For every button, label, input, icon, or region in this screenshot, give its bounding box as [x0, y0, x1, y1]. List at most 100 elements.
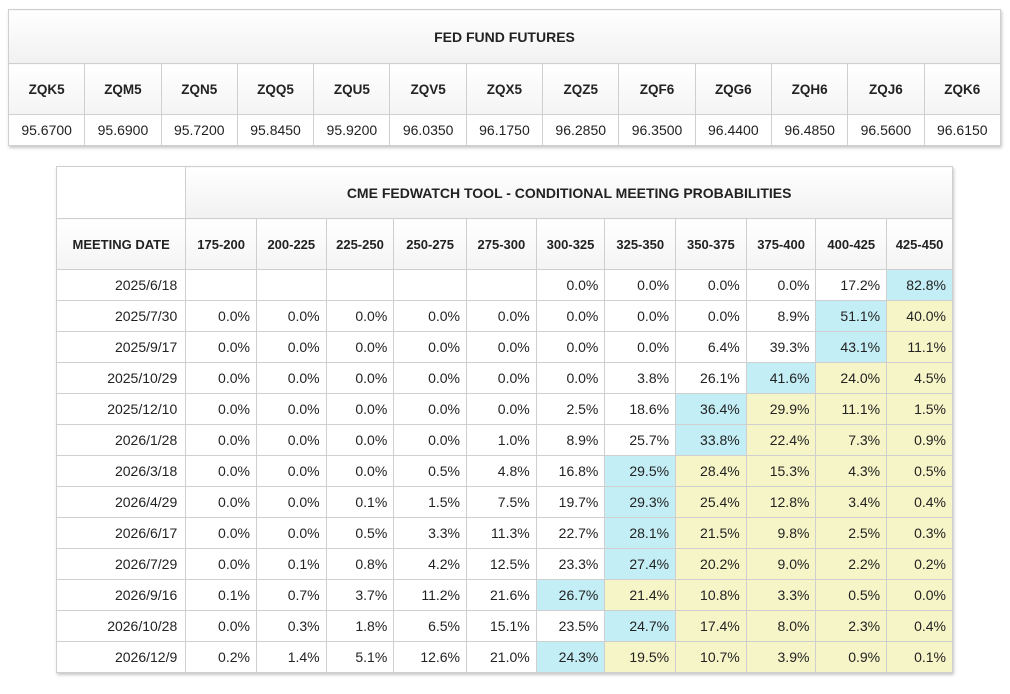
probability-cell: 0.0%	[604, 300, 677, 332]
probability-cell: 0.1%	[325, 486, 395, 518]
probability-cell: 3.7%	[325, 579, 395, 611]
meeting-date: 2026/4/29	[55, 486, 187, 518]
probability-cell	[466, 269, 537, 301]
probability-cell-highlighted: 0.2%	[886, 548, 953, 580]
meeting-row: 2026/3/18 0.0% 0.0% 0.0% 0.5% 4.8% 16.8% 29.5% 2…	[55, 455, 953, 487]
probability-cell: 0.0%	[535, 269, 606, 301]
probability-cell-highlighted: 12.8%	[745, 486, 817, 518]
probability-cell: 0.0%	[535, 300, 606, 332]
probability-cell-highlighted: 1.5%	[886, 393, 953, 425]
probability-cell-highlighted: 9.8%	[745, 517, 817, 549]
probability-cell: 1.0%	[466, 424, 537, 456]
probability-cell-most-likely: 24.7%	[604, 610, 677, 642]
probability-cell-highlighted: 15.3%	[745, 455, 817, 487]
probability-cell: 0.0%	[535, 362, 606, 394]
probability-cell	[255, 269, 327, 301]
probability-cell: 2.5%	[535, 393, 606, 425]
futures-price: 95.8450	[236, 114, 315, 146]
probability-cell: 0.0%	[466, 393, 537, 425]
probability-cell: 0.0%	[325, 362, 395, 394]
probability-cell-most-likely: 28.1%	[604, 517, 677, 549]
probability-cell-most-likely: 26.7%	[535, 579, 606, 611]
probability-cell: 0.7%	[255, 579, 327, 611]
probability-cell	[393, 269, 468, 301]
probability-cell-highlighted: 2.3%	[815, 610, 888, 642]
probability-cell-highlighted: 0.9%	[886, 424, 953, 456]
probability-cell-most-likely: 33.8%	[675, 424, 747, 456]
probability-cell-highlighted: 20.2%	[675, 548, 747, 580]
probability-cell: 0.0%	[393, 331, 468, 363]
probability-cell-highlighted: 11.1%	[815, 393, 888, 425]
probabilities-title-row: CME FEDWATCH TOOL - CONDITIONAL MEETING …	[55, 166, 953, 219]
futures-price: 96.2850	[542, 114, 620, 146]
probability-cell-most-likely: 82.8%	[886, 269, 953, 301]
probability-cell-highlighted: 10.7%	[675, 641, 747, 673]
probability-cell: 0.0%	[466, 331, 537, 363]
meeting-date: 2026/9/16	[55, 579, 187, 611]
probability-cell: 0.0%	[393, 362, 468, 394]
probability-cell: 3.3%	[393, 517, 468, 549]
corner-cell	[55, 166, 187, 219]
probability-cell: 0.0%	[325, 331, 395, 363]
futures-contract-code: ZQK5	[7, 63, 86, 115]
probability-cell: 0.0%	[255, 455, 327, 487]
probability-cell: 0.0%	[185, 517, 257, 549]
probability-cell: 0.0%	[393, 424, 468, 456]
meeting-row: 2026/4/29 0.0% 0.0% 0.1% 1.5% 7.5% 19.7% 29.3% 2…	[55, 486, 953, 518]
probability-cell: 4.2%	[393, 548, 468, 580]
probability-cell-most-likely: 36.4%	[675, 393, 747, 425]
meeting-date-header: MEETING DATE	[55, 218, 187, 270]
probability-cell-most-likely: 29.3%	[604, 486, 677, 518]
probability-cell: 0.0%	[185, 610, 257, 642]
probability-cell: 0.0%	[325, 393, 395, 425]
futures-price: 95.9200	[313, 114, 391, 146]
probability-cell: 15.1%	[466, 610, 537, 642]
probability-cell: 0.0%	[255, 393, 327, 425]
futures-price-row: 95.6700 95.6900 95.7200 95.8450 95.9200 96.03…	[7, 114, 1002, 146]
meeting-row: 2026/6/17 0.0% 0.0% 0.5% 3.3% 11.3% 22.7% 28.1%…	[55, 517, 953, 549]
probability-cell-highlighted: 3.3%	[745, 579, 817, 611]
rate-range-header: 325-350	[604, 218, 677, 270]
probability-cell: 0.0%	[325, 455, 395, 487]
probability-cell-highlighted: 10.8%	[675, 579, 747, 611]
probability-cell-highlighted: 0.1%	[886, 641, 953, 673]
probability-cell: 7.5%	[466, 486, 537, 518]
probability-cell: 0.0%	[535, 331, 606, 363]
probabilities-title: CME FEDWATCH TOOL - CONDITIONAL MEETING …	[185, 166, 953, 219]
probability-cell: 0.0%	[255, 486, 327, 518]
futures-contract-row: ZQK5 ZQM5 ZQN5 ZQQ5 ZQU5 ZQV5 ZQX5 ZQZ5 ZQF6 ZQG6…	[7, 63, 1002, 115]
probability-cell: 0.0%	[185, 486, 257, 518]
probability-cell	[185, 269, 257, 301]
probability-cell-most-likely: 29.5%	[604, 455, 677, 487]
probability-cell: 11.3%	[466, 517, 537, 549]
probability-cell: 0.0%	[325, 300, 395, 332]
probability-cell-highlighted: 25.4%	[675, 486, 747, 518]
rate-range-header: 350-375	[675, 218, 747, 270]
futures-contract-code: ZQV5	[389, 63, 467, 115]
probability-cell-highlighted: 24.0%	[815, 362, 888, 394]
probability-cell-highlighted: 3.4%	[815, 486, 888, 518]
probability-cell: 0.0%	[745, 269, 817, 301]
meeting-row: 2026/9/16 0.1% 0.7% 3.7% 11.2% 21.6% 26.7% 21.4…	[55, 579, 953, 611]
meeting-row: 2025/7/30 0.0% 0.0% 0.0% 0.0% 0.0% 0.0% 0.0% 0.0…	[55, 300, 953, 332]
probability-cell: 0.0%	[466, 300, 537, 332]
probability-cell: 0.5%	[393, 455, 468, 487]
probability-cell: 6.4%	[675, 331, 747, 363]
probability-cell: 0.0%	[185, 393, 257, 425]
meeting-probabilities-table: CME FEDWATCH TOOL - CONDITIONAL MEETING …	[55, 166, 953, 673]
meeting-date: 2025/7/30	[55, 300, 187, 332]
probability-cell: 0.0%	[675, 269, 747, 301]
meeting-date: 2025/10/29	[55, 362, 187, 394]
futures-price: 95.6900	[84, 114, 162, 146]
probability-cell: 0.0%	[393, 393, 468, 425]
probability-cell-highlighted: 21.4%	[604, 579, 677, 611]
probability-cell: 39.3%	[745, 331, 817, 363]
meeting-row: 2026/12/9 0.2% 1.4% 5.1% 12.6% 21.0% 24.3% 19.5…	[55, 641, 953, 673]
probability-cell: 8.9%	[535, 424, 606, 456]
futures-contract-code: ZQX5	[465, 63, 544, 115]
futures-price: 95.7200	[160, 114, 238, 146]
probability-cell-most-likely: 51.1%	[815, 300, 888, 332]
probability-cell-highlighted: 40.0%	[886, 300, 953, 332]
probability-cell: 1.4%	[255, 641, 327, 673]
probability-cell: 6.5%	[393, 610, 468, 642]
